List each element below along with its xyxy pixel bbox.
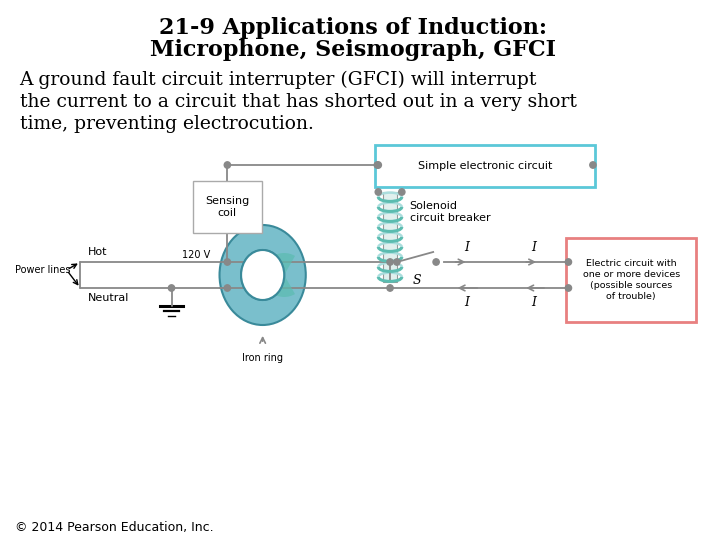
FancyBboxPatch shape — [193, 181, 261, 233]
Circle shape — [375, 162, 382, 168]
Text: 21-9 Applications of Induction:: 21-9 Applications of Induction: — [159, 17, 546, 39]
Text: © 2014 Pearson Education, Inc.: © 2014 Pearson Education, Inc. — [14, 522, 213, 535]
Ellipse shape — [220, 225, 306, 325]
Text: Microphone, Seismograph, GFCI: Microphone, Seismograph, GFCI — [150, 39, 556, 61]
Text: A ground fault circuit interrupter (GFCI) will interrupt: A ground fault circuit interrupter (GFCI… — [19, 71, 537, 89]
Wedge shape — [263, 253, 295, 297]
Text: Neutral: Neutral — [89, 293, 130, 303]
Circle shape — [387, 259, 393, 265]
Circle shape — [433, 259, 439, 265]
Ellipse shape — [241, 250, 284, 300]
Circle shape — [168, 285, 175, 291]
Circle shape — [565, 285, 572, 291]
Circle shape — [394, 259, 400, 265]
Text: I: I — [531, 241, 536, 254]
Text: Hot: Hot — [89, 247, 108, 257]
Circle shape — [374, 162, 380, 168]
Text: Sensing
coil: Sensing coil — [205, 196, 250, 218]
Text: Simple electronic circuit: Simple electronic circuit — [418, 161, 552, 171]
FancyBboxPatch shape — [375, 145, 595, 187]
Circle shape — [375, 189, 382, 195]
Text: time, preventing electrocution.: time, preventing electrocution. — [19, 115, 313, 133]
Ellipse shape — [241, 250, 284, 300]
Circle shape — [565, 259, 572, 265]
Circle shape — [224, 259, 230, 265]
Text: Iron ring: Iron ring — [242, 353, 283, 363]
Text: S: S — [413, 274, 420, 287]
Circle shape — [387, 285, 393, 291]
Circle shape — [590, 162, 596, 168]
Text: Electric circuit with
one or more devices
(possible sources
of trouble): Electric circuit with one or more device… — [582, 259, 680, 301]
FancyBboxPatch shape — [567, 238, 696, 322]
Text: I: I — [464, 296, 469, 309]
Text: Power lines: Power lines — [14, 265, 71, 275]
Circle shape — [224, 285, 230, 291]
Circle shape — [224, 162, 230, 168]
Text: the current to a circuit that has shorted out in a very short: the current to a circuit that has shorte… — [19, 93, 577, 111]
Text: 120 V: 120 V — [182, 250, 211, 260]
Text: Solenoid
circuit breaker: Solenoid circuit breaker — [410, 201, 490, 223]
Circle shape — [399, 189, 405, 195]
FancyBboxPatch shape — [383, 192, 397, 282]
Text: I: I — [531, 296, 536, 309]
Text: I: I — [464, 241, 469, 254]
